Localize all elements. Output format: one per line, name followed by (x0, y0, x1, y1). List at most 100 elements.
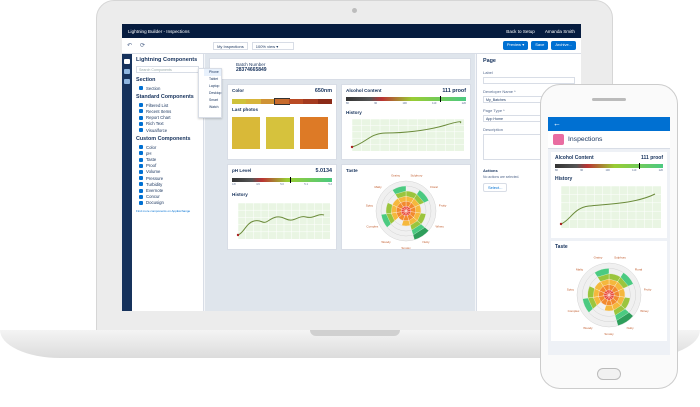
ph-gauge: 4.8 4.9 5.0 5.1 5.2 (232, 177, 332, 187)
color-bar (232, 98, 332, 105)
builder-topbar: Lightning Builder - Inspections Back to … (122, 24, 581, 38)
grid-rail-icon[interactable] (124, 79, 130, 84)
component-label: Volume (146, 169, 161, 175)
components-panel: Lightning Components Search Components S… (132, 54, 204, 311)
components-rail-icon[interactable] (124, 59, 130, 64)
component-item[interactable]: Pressure (139, 175, 199, 181)
gauge-tick: 100 (605, 169, 610, 172)
wheel-segment (616, 312, 634, 326)
refresh-icon[interactable]: ⟳ (140, 43, 146, 49)
component-item[interactable]: Section (139, 85, 199, 91)
phone-screen: ← Inspections Alcohol Content 111 proof … (548, 117, 670, 355)
preview-button[interactable]: Preview ▾ (502, 41, 529, 50)
back-arrow-icon[interactable]: ← (553, 119, 561, 128)
component-label: Evernote (146, 188, 164, 194)
device-option[interactable]: Phone (204, 69, 221, 76)
wheel-axis-label: Smoky (401, 246, 411, 249)
component-icon (139, 151, 143, 156)
component-item[interactable]: Color (139, 144, 199, 150)
component-search[interactable]: Search Components (136, 66, 199, 73)
component-item[interactable]: Proof (139, 163, 199, 169)
back-to-setup-link[interactable]: Back to Setup (506, 28, 535, 34)
history-line (351, 121, 462, 148)
phone-taste-card[interactable]: Taste Sulphury Floral Fruity Winey Nutty Smok… (551, 241, 667, 341)
save-button[interactable]: Save (531, 41, 549, 50)
device-option[interactable]: Smart Watch (209, 98, 219, 109)
component-item[interactable]: pH (139, 150, 199, 156)
component-label: Docusign (146, 200, 164, 206)
component-item[interactable]: Visualforce (139, 127, 199, 133)
component-label: Recent Items (146, 108, 172, 114)
color-swatch (303, 99, 318, 104)
wheel-axis-label: Smoky (604, 332, 614, 336)
alcohol-value: 111 proof (442, 88, 466, 94)
ph-history-chart (236, 202, 330, 239)
component-item[interactable]: Evernote (139, 187, 199, 193)
phone-alcohol-card[interactable]: Alcohol Content 111 proof 80 90 100 110 120 … (551, 152, 667, 238)
component-item[interactable]: Taste (139, 157, 199, 163)
undo-icon[interactable]: ↶ (127, 43, 133, 49)
component-icon (139, 188, 143, 193)
color-label: Color (232, 88, 244, 93)
photo-thumbnail[interactable] (232, 117, 260, 149)
component-item[interactable]: Recent Items (139, 108, 199, 114)
photo-thumbnail[interactable] (266, 117, 294, 149)
wheel-segment (582, 297, 594, 313)
gauge-tick: 90 (374, 102, 378, 105)
zoom-selector[interactable]: 100% view ▾ (251, 41, 294, 50)
wheel-axis-label: Spicy (366, 204, 374, 208)
ph-history-label: History (232, 192, 248, 197)
phone-taste-wheel: Sulphury Floral Fruity Winey Nutty Smoky Woody… (567, 256, 652, 336)
color-swatch (317, 99, 332, 104)
component-item[interactable]: Report Chart (139, 115, 199, 121)
component-item[interactable]: Concur (139, 194, 199, 200)
wheel-axis-label: Sulphury (614, 256, 626, 260)
device-option[interactable]: Tablet (209, 77, 219, 81)
gauge-tick: 110 (632, 169, 637, 172)
user-menu[interactable]: Amanda Smith (544, 28, 575, 34)
wheel-axis-label: Winey (435, 224, 444, 228)
component-item[interactable]: Turbidity (139, 181, 199, 187)
device-option[interactable]: Desktop (209, 91, 222, 95)
gauge-pointer (439, 96, 441, 102)
label-input[interactable] (483, 77, 575, 84)
appexchange-link[interactable]: Find more components on AppExchange (136, 209, 191, 213)
color-swatch (289, 99, 304, 104)
wheel-axis-label: Sulphury (411, 173, 423, 177)
batch-card[interactable]: Batch Number 28374665849 (209, 58, 471, 80)
component-item[interactable]: Docusign (139, 200, 199, 206)
device-option[interactable]: Laptop (209, 84, 220, 88)
taste-card[interactable]: Taste Sulphury Floral Fruity Winey Nutty Smok… (341, 164, 471, 250)
gauge-scale: 4.8 4.9 5.0 5.1 5.2 (232, 183, 332, 186)
page-canvas: Batch Number 28374665849 Color 650nm Las… (205, 54, 475, 311)
photos-label: Last photos (232, 107, 259, 112)
component-label: Pressure (146, 175, 164, 181)
alcohol-card[interactable]: Alcohol Content 111 proof 80 90 100 110 120 … (341, 84, 471, 160)
wheel-axis-label: Woody (583, 326, 593, 330)
page-type-label: Page Type * (483, 108, 505, 113)
label-label: Label (483, 70, 493, 75)
actions-label: Actions (483, 168, 498, 173)
ph-card[interactable]: pH Level 5.0134 4.8 4.9 5.0 5.1 5.2 History (227, 164, 337, 250)
color-card[interactable]: Color 650nm Last photos (227, 84, 337, 160)
photo-thumbnail[interactable] (300, 117, 328, 149)
layers-rail-icon[interactable] (124, 69, 130, 74)
gauge-tick: 5.1 (304, 183, 308, 186)
archive-button[interactable]: Archive... (551, 41, 576, 50)
page-heading: Page (483, 58, 496, 64)
component-icon (139, 169, 143, 174)
phone-alcohol-label: Alcohol Content (555, 155, 594, 161)
phone-home-button[interactable] (597, 368, 621, 380)
wheel-axis-label: Floral (635, 267, 643, 271)
history-start-point (559, 222, 563, 226)
component-item[interactable]: Filtered List (139, 102, 199, 108)
component-item[interactable]: Volume (139, 169, 199, 175)
app-selector[interactable]: My Inspections (213, 41, 248, 50)
component-label: Rich Text (146, 121, 164, 127)
taste-wheel: Sulphury Floral Fruity Winey Nutty Smoky Woody… (366, 173, 447, 249)
wheel-axis-label: Complex (366, 224, 378, 228)
component-label: pH (146, 150, 152, 156)
component-item[interactable]: Rich Text (139, 121, 199, 127)
select-actions-button[interactable]: Select... (483, 183, 508, 192)
color-swatch (246, 99, 261, 104)
